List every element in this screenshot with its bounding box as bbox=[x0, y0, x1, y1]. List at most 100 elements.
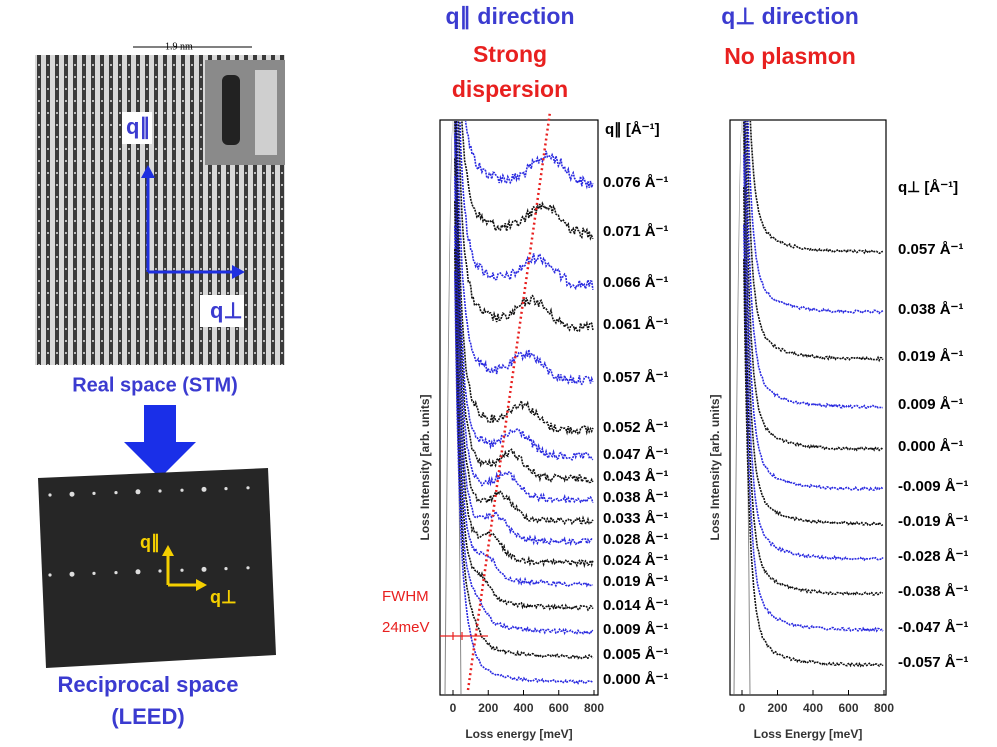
series-label: 0.066 Å⁻¹ bbox=[603, 274, 668, 291]
leed-spot bbox=[114, 571, 118, 575]
x-tick-label: 400 bbox=[513, 701, 533, 715]
spectrum bbox=[455, 121, 594, 436]
y-axis-label: Loss Intensity [arb. units] bbox=[418, 394, 432, 540]
spectra bbox=[733, 121, 884, 694]
leed-spot bbox=[114, 491, 118, 495]
spectrum bbox=[459, 121, 594, 292]
x-tick-label: 800 bbox=[874, 701, 894, 715]
series-label: 0.038 Å⁻¹ bbox=[898, 301, 963, 318]
q-perp-label: q⊥ bbox=[210, 298, 243, 323]
y-axis-label: Loss Intensity [arb. units] bbox=[708, 394, 722, 540]
series-header: q⊥ [Å⁻¹] bbox=[898, 179, 958, 196]
spectrum bbox=[464, 121, 594, 190]
leed-spot bbox=[69, 571, 75, 577]
spectrum bbox=[743, 121, 884, 527]
spectrum bbox=[461, 121, 594, 241]
spectrum bbox=[743, 259, 884, 668]
spectrum bbox=[744, 121, 884, 452]
x-tick-label: 600 bbox=[838, 701, 858, 715]
spectrum bbox=[744, 121, 883, 410]
plot-frame bbox=[439, 119, 599, 696]
spectrum bbox=[454, 249, 594, 660]
panel-subtitle: Strong bbox=[473, 41, 547, 67]
annotation: FWHM bbox=[382, 588, 429, 605]
series-label: 0.057 Å⁻¹ bbox=[898, 241, 963, 258]
spectrum bbox=[456, 121, 594, 386]
leed-spot bbox=[246, 486, 250, 490]
leed-spot bbox=[180, 488, 184, 492]
series-label: 0.019 Å⁻¹ bbox=[898, 348, 963, 365]
series-label: 0.047 Å⁻¹ bbox=[603, 446, 668, 463]
series-label: 0.000 Å⁻¹ bbox=[898, 438, 963, 455]
leed-spot bbox=[48, 573, 52, 577]
series-label: -0.038 Å⁻¹ bbox=[898, 583, 968, 600]
series-label: 0.057 Å⁻¹ bbox=[603, 369, 668, 386]
spectrum bbox=[743, 224, 884, 633]
leed-spot bbox=[224, 567, 228, 571]
arrow-head bbox=[232, 265, 245, 279]
series-label: 0.024 Å⁻¹ bbox=[603, 552, 668, 569]
spectra bbox=[444, 121, 594, 694]
series-label: 0.038 Å⁻¹ bbox=[603, 489, 668, 506]
spectrum bbox=[747, 121, 884, 315]
q-par-label: q∥ bbox=[126, 114, 150, 140]
series-label: 0.061 Å⁻¹ bbox=[603, 316, 668, 333]
series-label: 0.043 Å⁻¹ bbox=[603, 468, 668, 485]
series-label: -0.019 Å⁻¹ bbox=[898, 513, 968, 530]
leed-spot bbox=[135, 569, 141, 575]
arrow-head bbox=[141, 165, 155, 178]
x-tick-label: 400 bbox=[803, 701, 823, 715]
spectrum bbox=[743, 154, 884, 562]
panel-title: q⊥ direction bbox=[721, 3, 859, 29]
spectrum bbox=[454, 201, 594, 612]
series-label: 0.071 Å⁻¹ bbox=[603, 223, 668, 240]
leed-q-perp-label: q⊥ bbox=[210, 587, 237, 607]
annotation: 24meV bbox=[382, 619, 430, 636]
panel-subtitle: No plasmon bbox=[724, 43, 856, 69]
x-tick-label: 0 bbox=[450, 701, 457, 715]
leed-spot bbox=[224, 487, 228, 491]
x-tick-label: 800 bbox=[584, 701, 604, 715]
leed-spot bbox=[48, 493, 52, 497]
leed-spot bbox=[158, 569, 162, 573]
series-label: 0.014 Å⁻¹ bbox=[603, 597, 668, 614]
real-space-label: Real space (STM) bbox=[72, 374, 238, 396]
leed-spot bbox=[158, 489, 162, 493]
scale-bar-label: 1.9 nm bbox=[165, 41, 193, 52]
leed-q-par-label: q∥ bbox=[140, 532, 160, 553]
x-tick-label: 200 bbox=[767, 701, 787, 715]
panel-subtitle: dispersion bbox=[452, 76, 568, 102]
series-label: 0.028 Å⁻¹ bbox=[603, 531, 668, 548]
panel-title: q∥ direction bbox=[445, 3, 574, 30]
x-tick-label: 600 bbox=[549, 701, 569, 715]
series-label: 0.052 Å⁻¹ bbox=[603, 419, 668, 436]
series-label: -0.057 Å⁻¹ bbox=[898, 654, 968, 671]
series-label: 0.005 Å⁻¹ bbox=[603, 646, 668, 663]
spectrum bbox=[749, 121, 884, 255]
spectrum bbox=[454, 176, 594, 588]
x-axis-label: Loss Energy [meV] bbox=[754, 727, 863, 741]
spectrum bbox=[454, 121, 594, 506]
series-header: q∥ [Å⁻¹] bbox=[605, 121, 660, 138]
inset-feature bbox=[255, 70, 277, 155]
leed-spot bbox=[246, 566, 250, 570]
spectrum bbox=[454, 133, 593, 547]
series-label: -0.047 Å⁻¹ bbox=[898, 619, 968, 636]
series-label: -0.009 Å⁻¹ bbox=[898, 478, 968, 495]
spectrum bbox=[743, 187, 884, 597]
series-label: 0.009 Å⁻¹ bbox=[603, 621, 668, 638]
label-box bbox=[122, 112, 152, 144]
x-axis-label: Loss energy [meV] bbox=[465, 727, 572, 741]
spectrum bbox=[455, 121, 594, 463]
leed-spot bbox=[180, 568, 184, 572]
spectrum bbox=[454, 271, 594, 685]
x-tick-label: 0 bbox=[739, 701, 746, 715]
leed-spot bbox=[92, 571, 96, 576]
series-label: 0.033 Å⁻¹ bbox=[603, 510, 668, 527]
dispersion-guide bbox=[466, 111, 552, 691]
plot-frame bbox=[729, 119, 887, 696]
arrow-head bbox=[162, 545, 174, 556]
spectrum bbox=[743, 121, 884, 492]
spectrum bbox=[457, 121, 594, 332]
